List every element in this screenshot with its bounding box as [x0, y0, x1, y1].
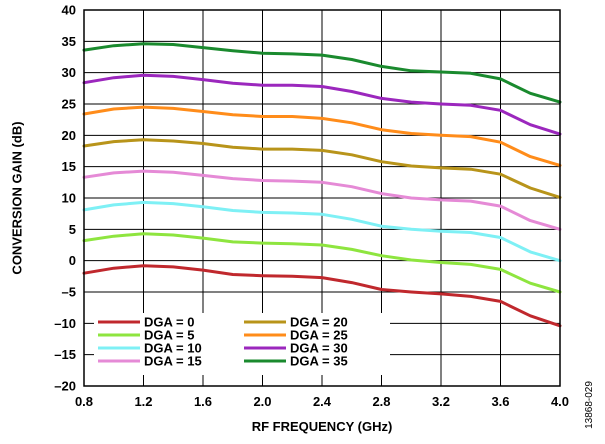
- x-tick-label: 2.8: [372, 394, 390, 409]
- x-tick-label: 2.4: [313, 394, 332, 409]
- x-tick-label: 1.2: [134, 394, 152, 409]
- series-line-dga-20: [82, 138, 562, 199]
- y-tick-label: 25: [62, 97, 76, 112]
- y-tick-label: –5: [62, 285, 76, 300]
- x-tick-label: 1.6: [194, 394, 212, 409]
- y-tick-label: 5: [69, 222, 76, 237]
- legend-label: DGA = 10: [144, 341, 202, 356]
- x-tick-label: 0.8: [75, 394, 93, 409]
- series-line-dga-15: [82, 169, 562, 231]
- x-tick-label: 3.6: [491, 394, 509, 409]
- series-line-dga-0: [82, 264, 562, 328]
- legend-label: DGA = 5: [144, 328, 194, 343]
- y-tick-label: –20: [54, 379, 76, 394]
- x-axis-title: RF FREQUENCY (GHz): [252, 419, 393, 434]
- y-tick-label: –15: [54, 347, 76, 362]
- y-tick-label: 20: [62, 128, 76, 143]
- y-tick-label: 0: [69, 253, 76, 268]
- y-axis-tick-labels: 40 35 30 25 20 15 10 5 0 –5 –10 –15 –20: [54, 3, 76, 394]
- series-line-dga-10: [82, 200, 562, 263]
- x-tick-label: 4.0: [551, 394, 569, 409]
- x-tick-label: 2.0: [253, 394, 271, 409]
- legend-label: DGA = 30: [290, 341, 348, 356]
- figure-id: 13868-029: [584, 381, 595, 429]
- legend-label: DGA = 35: [290, 354, 348, 369]
- legend-label: DGA = 15: [144, 354, 202, 369]
- legend-label: DGA = 25: [290, 328, 348, 343]
- plot-frame: [83, 9, 561, 387]
- series-lines: [82, 42, 562, 328]
- x-axis-tick-labels: 0.8 1.2 1.6 2.0 2.4 2.8 3.2 3.6 4.0: [75, 394, 569, 409]
- series-line-dga-25: [82, 105, 562, 167]
- y-tick-label: 10: [62, 191, 76, 206]
- series-line-dga-35: [82, 42, 562, 104]
- y-tick-label: 35: [62, 34, 76, 49]
- legend-label: DGA = 0: [144, 315, 194, 330]
- series-line-dga-30: [82, 73, 562, 136]
- y-tick-label: 15: [62, 159, 76, 174]
- series-line-dga-5: [82, 232, 562, 294]
- y-tick-label: 40: [62, 3, 76, 18]
- x-tick-label: 3.2: [432, 394, 450, 409]
- legend-label: DGA = 20: [290, 315, 348, 330]
- y-tick-label: 30: [62, 65, 76, 80]
- y-axis-title: CONVERSION GAIN (dB): [9, 121, 24, 274]
- legend-background: [94, 313, 390, 375]
- y-tick-label: –10: [54, 316, 76, 331]
